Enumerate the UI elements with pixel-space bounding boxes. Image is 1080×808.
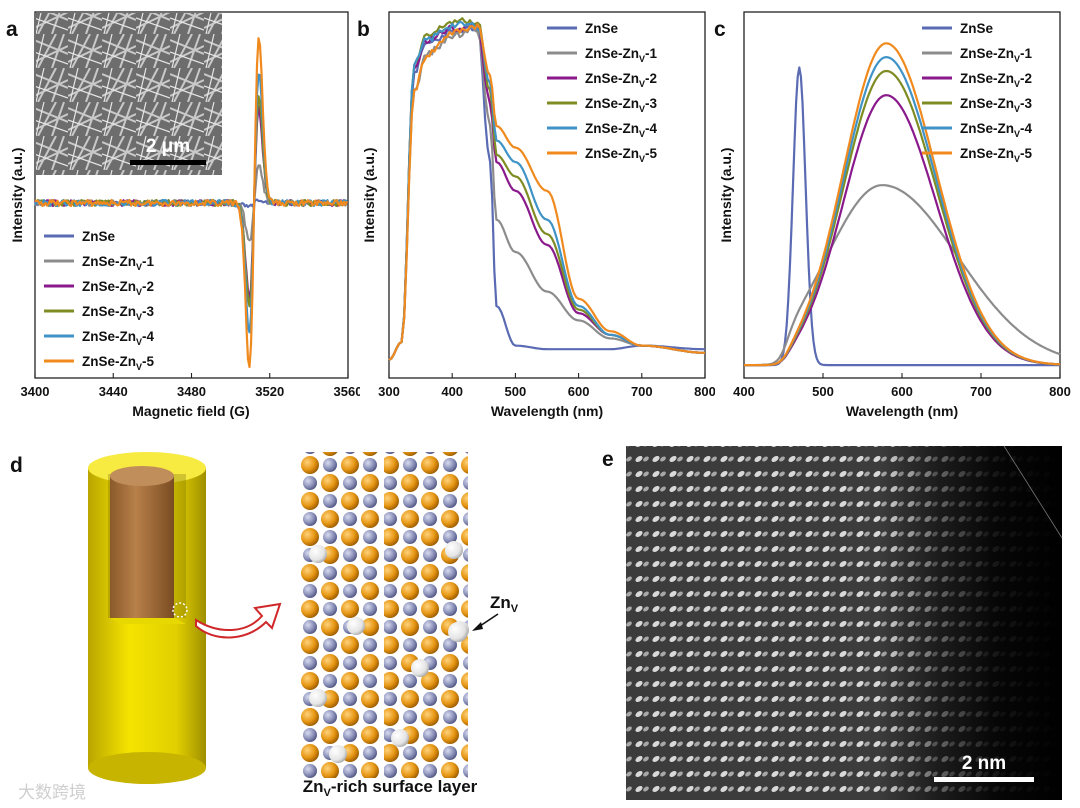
series-line-znse	[744, 66, 1060, 367]
x-tick-label: 700	[631, 384, 653, 399]
x-ticks-c: 400 500 600 700 800	[733, 373, 1071, 399]
x-tick-label: 3560	[334, 384, 360, 399]
y-axis-label-a: Intensity (a.u.)	[9, 148, 25, 243]
scale-bar	[934, 777, 1034, 782]
x-tick-label: 3400	[21, 384, 50, 399]
series-line-znse-znv-5	[744, 42, 1061, 367]
series-lines-c	[744, 42, 1061, 367]
panel-a-chart: a 2 μm 3400 3440 3480 3520 3560 Magnetic fie…	[6, 11, 360, 419]
inset-scale-label: 2 μm	[146, 136, 190, 157]
legend-entry: ZnSe-ZnV-5	[585, 146, 658, 164]
series-line-znse-znv-5	[34, 37, 349, 369]
legend-entry: ZnSe-ZnV-5	[960, 146, 1033, 164]
znv-label: ZnV	[490, 593, 519, 615]
panel-label-e: e	[602, 448, 614, 471]
legend-entry: ZnSe-ZnV-1	[585, 46, 658, 64]
y-axis-label-c: Intensity (a.u.)	[718, 148, 734, 243]
scale-bar-label: 2 nm	[962, 753, 1006, 774]
legend-entry: ZnSe	[82, 229, 115, 244]
legend-entry: ZnSe-ZnV-3	[960, 96, 1033, 114]
legend-entry: ZnSe-ZnV-3	[82, 304, 155, 322]
panel-label-b: b	[357, 18, 370, 41]
x-tick-label: 600	[891, 384, 913, 399]
znv-pointer-head	[472, 622, 483, 631]
legend-entry: ZnSe-ZnV-4	[585, 121, 658, 139]
legend-entry: ZnSe-ZnV-2	[82, 279, 154, 297]
legend-c: ZnSe ZnSe-ZnV-1 ZnSe-ZnV-2 ZnSe-ZnV-3 ZnSe-Z…	[922, 21, 1033, 164]
series-line-znse-znv-1	[744, 184, 1061, 367]
panel-b-chart: b 300 400 500 600 700 800 Wavelength (nm) Int…	[357, 11, 715, 419]
atomic-model	[300, 452, 469, 778]
surface-layer-caption: ZnV-rich surface layer	[303, 777, 478, 799]
panel-label-c: c	[714, 18, 726, 41]
legend-entry: ZnSe-ZnV-2	[585, 71, 657, 89]
inset-scale-bar	[130, 160, 206, 165]
series-line-znse-znv-1	[388, 25, 705, 361]
x-axis-label-b: Wavelength (nm)	[491, 403, 603, 419]
legend-entry: ZnSe	[960, 21, 993, 36]
x-tick-label: 300	[378, 384, 400, 399]
x-axis-label-a: Magnetic field (G)	[132, 403, 249, 419]
legend-a: ZnSe ZnSe-ZnV-1 ZnSe-ZnV-2 ZnSe-ZnV-3 ZnSe-Z…	[44, 229, 155, 372]
panel-e-micrograph: e 2 nm	[602, 445, 1063, 800]
x-ticks-b: 300 400 500 600 700 800	[378, 373, 715, 399]
x-axis-label-c: Wavelength (nm)	[846, 403, 958, 419]
x-tick-label: 3440	[99, 384, 128, 399]
legend-entry: ZnSe-ZnV-1	[82, 254, 155, 272]
panel-label-d: d	[10, 454, 23, 477]
legend-entry: ZnSe-ZnV-2	[960, 71, 1032, 89]
x-tick-label: 500	[505, 384, 527, 399]
series-lines-b	[388, 17, 705, 361]
plot-frame-c	[743, 11, 1061, 379]
sem-inset: 2 μm	[36, 13, 222, 175]
zn-vacancy-site	[448, 622, 468, 642]
x-ticks-a: 3400 3440 3480 3520 3560	[21, 373, 360, 399]
series-line-znse-znv-3	[388, 17, 705, 361]
watermark: 大数跨境	[18, 783, 86, 803]
x-tick-label: 400	[733, 384, 755, 399]
zoom-arrow	[195, 602, 282, 639]
x-tick-label: 400	[441, 384, 463, 399]
surface-highlight-circle	[172, 602, 188, 618]
panel-label-a: a	[6, 18, 18, 41]
x-tick-label: 3480	[177, 384, 206, 399]
plot-frame-b	[388, 11, 706, 379]
legend-entry: ZnSe	[585, 21, 618, 36]
x-tick-label: 600	[568, 384, 590, 399]
legend-b: ZnSe ZnSe-ZnV-1 ZnSe-ZnV-2 ZnSe-ZnV-3 ZnSe-Z…	[547, 21, 658, 164]
x-tick-label: 800	[1049, 384, 1071, 399]
panel-c-chart: c 400 500 600 700 800 Wavelength (nm) Intens…	[714, 11, 1071, 419]
x-tick-label: 800	[694, 384, 715, 399]
core-shell-nanowire	[88, 452, 206, 784]
series-line-znse	[388, 25, 705, 361]
legend-entry: ZnSe-ZnV-5	[82, 354, 155, 372]
legend-entry: ZnSe-ZnV-4	[82, 329, 155, 347]
series-line-znse-znv-5	[388, 23, 705, 361]
legend-entry: ZnSe-ZnV-4	[960, 121, 1033, 139]
legend-entry: ZnSe-ZnV-1	[960, 46, 1033, 64]
series-lines-a	[34, 37, 349, 369]
y-axis-label-b: Intensity (a.u.)	[361, 148, 377, 243]
legend-entry: ZnSe-ZnV-3	[585, 96, 658, 114]
x-tick-label: 700	[970, 384, 992, 399]
x-tick-label: 3520	[255, 384, 284, 399]
panel-d-illustration: d ZnV ZnV-rich surface layer 大数跨境	[10, 452, 519, 803]
x-tick-label: 500	[812, 384, 834, 399]
